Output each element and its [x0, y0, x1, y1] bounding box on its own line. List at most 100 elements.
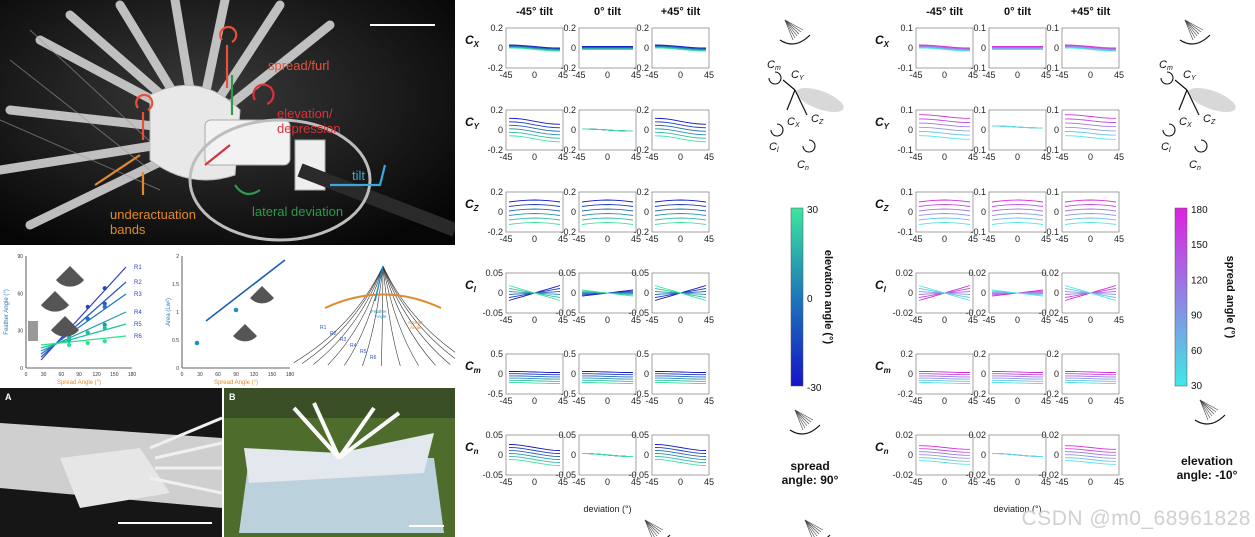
svg-text:depression: depression — [277, 121, 341, 136]
y-tick-label: 30 — [17, 329, 23, 335]
feather-outline — [382, 265, 455, 359]
coef-series-line — [654, 204, 707, 207]
y-tick-label: 0.05 — [485, 268, 503, 278]
ring-label: R6 — [370, 355, 377, 361]
coef-series-line — [991, 453, 1044, 457]
y-tick-label: 0.1 — [1046, 187, 1059, 197]
y-tick-label: -0.02 — [1038, 308, 1059, 318]
y-tick-label: 0.1 — [900, 187, 913, 197]
coef-series-line — [581, 208, 634, 212]
x-tick-label: 45 — [1114, 315, 1124, 325]
coef-series-line — [992, 382, 1043, 384]
coef-series-line — [509, 382, 560, 384]
coef-subplot: 0.2 0 -0.2-45 0 45 — [633, 23, 714, 80]
x-tick-label: 0 — [1015, 70, 1020, 80]
fan-icon — [233, 324, 257, 342]
coef-series-line — [1064, 448, 1117, 453]
subplot-frame — [915, 191, 974, 233]
feather-angle-label: Feather — [371, 309, 387, 314]
x-tick-label: 45 — [558, 70, 568, 80]
coef-subplot: 0.2 0 -0.2-45 0 45 — [970, 349, 1051, 406]
x-tick-label: 0 — [1088, 315, 1093, 325]
x-tick-label: 0 — [532, 477, 537, 487]
x-tick-label: 45 — [1114, 152, 1124, 162]
panel-label-a: A — [5, 392, 12, 402]
rotation-arrow — [1194, 414, 1226, 425]
x-tick-label: 0 — [25, 372, 28, 378]
feather-outline — [382, 265, 451, 365]
x-tick-label: 45 — [631, 70, 641, 80]
y-tick-label: 0.2 — [1046, 349, 1059, 359]
coef-series-line — [508, 208, 561, 212]
subplot-frame — [505, 434, 564, 476]
feather-outline — [313, 265, 384, 365]
coef-series-line — [581, 289, 634, 297]
coef-series-line — [918, 213, 971, 216]
x-tick-label: 0 — [532, 396, 537, 406]
x-tick-label: -45 — [645, 152, 658, 162]
coef-subplot: 0.02 0 -0.02-45 0 45 — [1038, 268, 1124, 325]
coef-subplot: 0.2 0 -0.2-45 0 45 — [633, 105, 714, 162]
row-label: CX — [465, 33, 480, 49]
column-title: -45° tilt — [926, 6, 963, 18]
coef-series-line — [918, 448, 971, 453]
ring-label: R1 — [320, 325, 327, 331]
y-tick-label: 0 — [981, 450, 986, 460]
x-tick-label: 45 — [1114, 396, 1124, 406]
coef-series-line — [654, 128, 707, 136]
coef-series-line — [654, 459, 707, 466]
coef-subplot: 0.5 0 -0.5-45 0 45 — [560, 349, 641, 406]
y-tick-label: 0.5 — [490, 349, 503, 359]
coef-subplot: 0.2 0 -0.2-45 0 45 — [560, 187, 641, 244]
y-tick-label: 0 — [1054, 450, 1059, 460]
feather-angle-indicator — [374, 265, 384, 302]
axis-frame-diagram: Cm CY CX CZ Cl Cn — [767, 59, 844, 172]
axis-label: Cn — [797, 159, 809, 172]
x-tick-label: -45 — [1055, 315, 1068, 325]
axis-label: Cn — [1189, 159, 1201, 172]
coef-series-line — [654, 131, 707, 139]
data-point — [102, 304, 107, 310]
axis-label: Cl — [769, 141, 779, 154]
moment-arrow — [768, 71, 782, 85]
colorbar-title: elevation angle (°) — [822, 250, 834, 345]
coef-series-line — [992, 371, 1043, 373]
y-axis-title: Feather Angle (°) — [4, 289, 10, 334]
coef-series-line — [654, 121, 707, 129]
wing-orientation-icon — [789, 409, 821, 435]
x-tick-label: -45 — [1055, 234, 1068, 244]
y-tick-label: 90 — [17, 254, 23, 260]
coef-series-line — [508, 447, 561, 454]
coef-series-line — [654, 456, 707, 463]
x-tick-label: 0 — [942, 477, 947, 487]
y-tick-label: 0.1 — [973, 105, 986, 115]
coef-series-line — [991, 208, 1044, 212]
x-tick-label: 0 — [1015, 152, 1020, 162]
coef-series-line — [918, 118, 971, 123]
coef-series-line — [654, 444, 707, 451]
y-tick-label: 0 — [20, 366, 23, 372]
coef-series-line — [918, 204, 971, 207]
x-tick-label: 60 — [59, 372, 65, 378]
x-tick-label: 45 — [704, 70, 714, 80]
y-tick-label: -0.2 — [560, 145, 576, 155]
coef-subplot: 0.2 0 -0.2-45 0 45 — [1043, 349, 1124, 406]
coef-series-line — [654, 222, 707, 225]
x-tick-label: 45 — [631, 315, 641, 325]
y-tick-label: -0.2 — [633, 227, 649, 237]
x-tick-label: -45 — [1055, 152, 1068, 162]
coef-subplot: 0.5 0 -0.5-45 0 45 — [487, 349, 568, 406]
coef-series-line — [654, 217, 707, 221]
coef-series-line — [991, 217, 1044, 221]
x-tick-label: 45 — [1041, 315, 1051, 325]
coef-series-line — [1064, 135, 1117, 140]
row-label: Cn — [875, 440, 889, 456]
coef-series-line — [918, 114, 971, 119]
svg-text:bands: bands — [110, 222, 146, 237]
photo-a-model: A — [0, 388, 222, 537]
coef-series-line — [918, 126, 971, 132]
coef-subplot: 0.2 0 -0.2-45 0 45 — [487, 187, 568, 244]
y-tick-label: 0.02 — [968, 430, 986, 440]
coef-series-line — [655, 377, 706, 380]
